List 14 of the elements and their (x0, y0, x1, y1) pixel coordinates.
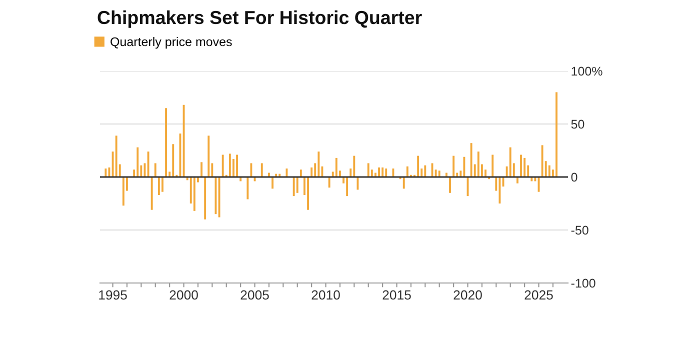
x-tick-label: 2005 (240, 290, 269, 300)
x-tick-label: 2015 (382, 290, 411, 300)
x-tick-label: 2020 (454, 290, 482, 300)
y-tick-label: 0 (571, 172, 578, 182)
chart-title: Chipmakers Set For Historic Quarter (98, 10, 422, 28)
y-tick-label: 50 (571, 120, 584, 129)
x-tick-label: 1995 (99, 290, 127, 300)
legend-label: Quarterly price moves (110, 37, 232, 49)
y-tick-label: -100 (571, 278, 596, 288)
x-tick-label: 2025 (524, 290, 553, 300)
y-tick-label: 100% (572, 66, 602, 76)
x-tick-label: 2010 (312, 290, 340, 300)
y-tick-label: -50 (571, 226, 588, 235)
x-tick-label: 2000 (170, 290, 198, 300)
